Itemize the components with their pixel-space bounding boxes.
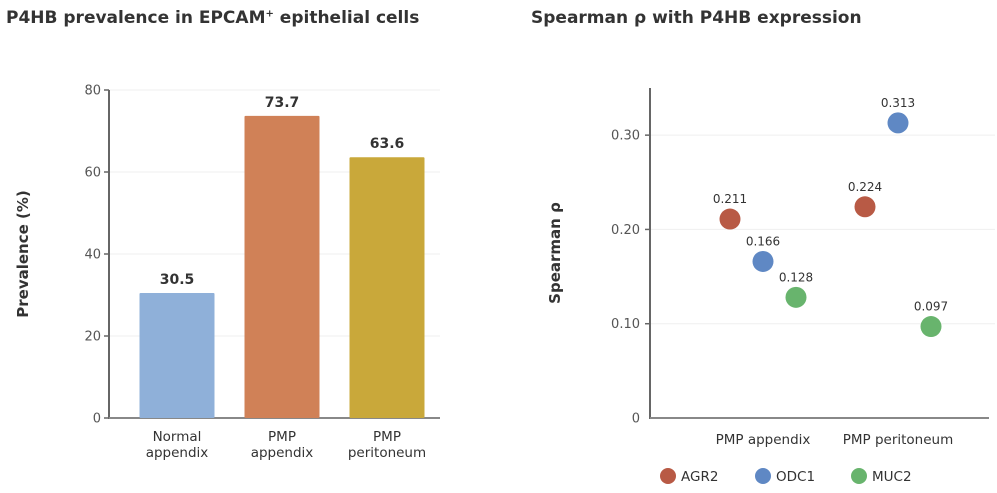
bar <box>139 292 215 418</box>
data-point-agr2 <box>854 196 876 218</box>
data-point-agr2 <box>719 208 741 230</box>
y-tick-label: 0.10 <box>611 317 640 332</box>
legend-label: MUC2 <box>872 469 912 485</box>
y-axis-title: Prevalence (%) <box>14 190 32 318</box>
bar-chart-title-superscript: + <box>265 8 274 20</box>
bar-value-label: 63.6 <box>370 136 405 152</box>
legend-label: AGR2 <box>681 469 718 485</box>
data-point-label: 0.166 <box>746 234 780 248</box>
data-point-muc2 <box>785 286 807 308</box>
y-tick-label: 0 <box>93 412 101 427</box>
y-tick-label: 0.20 <box>611 223 640 238</box>
x-category-label: PMP peritoneum <box>843 432 954 448</box>
bar-value-label: 73.7 <box>265 95 300 111</box>
data-point-muc2 <box>920 316 942 338</box>
x-category-label: PMP <box>373 429 401 445</box>
x-category-label: PMP <box>268 429 296 445</box>
scatter-chart: 0 0.10 0.20 0.30 Spearman ρ PMP appendix PMP p… <box>546 88 995 485</box>
y-axis-title: Spearman ρ <box>546 202 564 304</box>
y-tick-label: 60 <box>84 166 101 181</box>
y-tick-label: 20 <box>84 330 101 345</box>
bar <box>349 157 425 419</box>
legend-marker-odc1 <box>755 468 771 484</box>
y-tick-label: 0.30 <box>611 129 640 144</box>
y-tick-label: 80 <box>84 84 101 99</box>
data-point-odc1 <box>752 250 774 272</box>
bar-chart-title: P4HB prevalence in EPCAM+ epithelial cel… <box>6 8 419 28</box>
x-category-label: PMP appendix <box>716 432 811 448</box>
data-point-label: 0.313 <box>881 96 915 110</box>
scatter-chart-title: Spearman ρ with P4HB expression <box>531 8 862 28</box>
legend-marker-muc2 <box>851 468 867 484</box>
data-point-odc1 <box>887 112 909 134</box>
legend-marker-agr2 <box>660 468 676 484</box>
x-category-label: Normal <box>153 429 202 445</box>
y-tick-label: 40 <box>84 248 101 263</box>
x-category-label: appendix <box>146 445 209 461</box>
x-category-label: appendix <box>251 445 314 461</box>
data-point-label: 0.224 <box>848 180 882 194</box>
bar-chart-title-main: P4HB prevalence in EPCAM <box>6 8 266 28</box>
legend-label: ODC1 <box>776 469 815 485</box>
bar <box>244 115 320 418</box>
x-category-label: peritoneum <box>348 445 426 461</box>
data-point-label: 0.211 <box>713 192 747 206</box>
bar-value-label: 30.5 <box>160 272 195 288</box>
data-point-label: 0.128 <box>779 270 813 284</box>
data-point-label: 0.097 <box>914 300 948 314</box>
y-tick-label: 0 <box>632 412 640 427</box>
bar-chart-title-suffix: epithelial cells <box>273 8 420 28</box>
